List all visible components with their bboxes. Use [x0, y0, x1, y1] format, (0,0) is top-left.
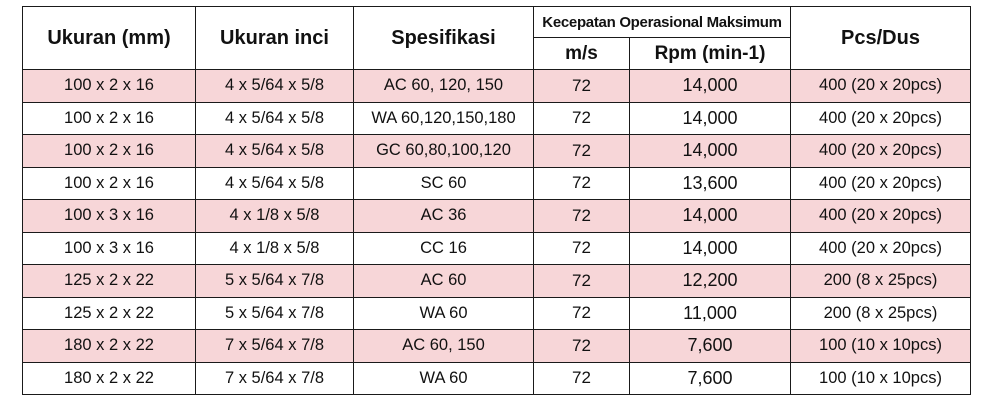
table-row: 125 x 2 x 22 5 x 5/64 x 7/8 WA 60 72 11,000 2… [22, 296, 971, 330]
cell-ms: 72 [533, 69, 630, 103]
cell-size-inch: 4 x 5/64 x 5/8 [195, 166, 354, 200]
cell-pcs-per-box: 400 (20 x 20pcs) [790, 134, 971, 168]
table-body: 100 x 2 x 16 4 x 5/64 x 5/8 AC 60, 120, 15… [22, 69, 971, 395]
cell-pcs-per-box: 200 (8 x 25pcs) [790, 296, 971, 330]
cell-ms: 72 [533, 166, 630, 200]
cell-pcs-per-box: 100 (10 x 10pcs) [790, 361, 971, 395]
cell-pcs-per-box: 200 (8 x 25pcs) [790, 264, 971, 298]
header-max-operating-speed: Kecepatan Operasional Maksimum [533, 6, 791, 38]
header-size-mm: Ukuran (mm) [22, 6, 196, 70]
cell-size-inch: 4 x 5/64 x 5/8 [195, 101, 354, 135]
cell-size-inch: 7 x 5/64 x 7/8 [195, 361, 354, 395]
header-specification: Spesifikasi [353, 6, 534, 70]
cell-rpm: 14,000 [629, 69, 791, 103]
header-size-inch: Ukuran inci [195, 6, 354, 70]
cell-specification: AC 60 [353, 264, 534, 298]
cell-rpm: 14,000 [629, 199, 791, 233]
cell-specification: WA 60,120,150,180 [353, 101, 534, 135]
cell-ms: 72 [533, 296, 630, 330]
cell-specification: WA 60 [353, 296, 534, 330]
cell-pcs-per-box: 400 (20 x 20pcs) [790, 166, 971, 200]
cell-size-mm: 180 x 2 x 22 [22, 329, 196, 363]
table-row: 100 x 3 x 16 4 x 1/8 x 5/8 AC 36 72 14,000 40… [22, 199, 971, 233]
table-row: 180 x 2 x 22 7 x 5/64 x 7/8 AC 60, 150 72 7,… [22, 329, 971, 363]
cell-specification: AC 36 [353, 199, 534, 233]
cell-size-inch: 4 x 1/8 x 5/8 [195, 199, 354, 233]
cell-specification: GC 60,80,100,120 [353, 134, 534, 168]
cell-ms: 72 [533, 134, 630, 168]
header-row: Ukuran (mm) Ukuran inci Spesifikasi Kece… [22, 6, 971, 70]
cell-ms: 72 [533, 361, 630, 395]
table-row: 100 x 2 x 16 4 x 5/64 x 5/8 AC 60, 120, 15… [22, 69, 971, 103]
header-ms: m/s [533, 37, 630, 70]
cell-size-mm: 100 x 2 x 16 [22, 134, 196, 168]
table-row: 100 x 2 x 16 4 x 5/64 x 5/8 SC 60 72 13,600 4… [22, 166, 971, 200]
cell-specification: AC 60, 120, 150 [353, 69, 534, 103]
cell-size-mm: 125 x 2 x 22 [22, 296, 196, 330]
cell-ms: 72 [533, 101, 630, 135]
cell-size-inch: 4 x 5/64 x 5/8 [195, 69, 354, 103]
table-row: 100 x 2 x 16 4 x 5/64 x 5/8 GC 60,80,100,1… [22, 134, 971, 168]
table-row: 125 x 2 x 22 5 x 5/64 x 7/8 AC 60 72 12,200 2… [22, 264, 971, 298]
header-rpm: Rpm (min-1) [629, 37, 791, 70]
cell-specification: SC 60 [353, 166, 534, 200]
table-row: 100 x 3 x 16 4 x 1/8 x 5/8 CC 16 72 14,000 40… [22, 231, 971, 265]
cell-size-inch: 5 x 5/64 x 7/8 [195, 264, 354, 298]
cell-pcs-per-box: 400 (20 x 20pcs) [790, 101, 971, 135]
cell-size-inch: 4 x 1/8 x 5/8 [195, 231, 354, 265]
cell-rpm: 13,600 [629, 166, 791, 200]
cell-specification: AC 60, 150 [353, 329, 534, 363]
cell-size-mm: 180 x 2 x 22 [22, 361, 196, 395]
subheader-row: m/s Rpm (min-1) [23, 37, 971, 70]
cell-size-mm: 125 x 2 x 22 [22, 264, 196, 298]
cell-ms: 72 [533, 199, 630, 233]
cell-rpm: 14,000 [629, 101, 791, 135]
table-row: 100 x 2 x 16 4 x 5/64 x 5/8 WA 60,120,150,… [22, 101, 971, 135]
cell-rpm: 11,000 [629, 296, 791, 330]
cell-ms: 72 [533, 264, 630, 298]
cell-rpm: 14,000 [629, 134, 791, 168]
product-spec-table: Ukuran (mm) Ukuran inci Spesifikasi Kece… [22, 6, 971, 395]
cell-rpm: 7,600 [629, 329, 791, 363]
cell-pcs-per-box: 100 (10 x 10pcs) [790, 329, 971, 363]
cell-rpm: 7,600 [629, 361, 791, 395]
header-pcs-per-box: Pcs/Dus [790, 6, 971, 70]
cell-size-inch: 5 x 5/64 x 7/8 [195, 296, 354, 330]
cell-size-mm: 100 x 2 x 16 [22, 166, 196, 200]
cell-pcs-per-box: 400 (20 x 20pcs) [790, 69, 971, 103]
cell-size-mm: 100 x 3 x 16 [22, 199, 196, 233]
cell-pcs-per-box: 400 (20 x 20pcs) [790, 231, 971, 265]
cell-rpm: 12,200 [629, 264, 791, 298]
cell-ms: 72 [533, 231, 630, 265]
cell-size-mm: 100 x 3 x 16 [22, 231, 196, 265]
cell-specification: WA 60 [353, 361, 534, 395]
cell-size-mm: 100 x 2 x 16 [22, 69, 196, 103]
cell-ms: 72 [533, 329, 630, 363]
cell-size-inch: 4 x 5/64 x 5/8 [195, 134, 354, 168]
cell-size-mm: 100 x 2 x 16 [22, 101, 196, 135]
table-row: 180 x 2 x 22 7 x 5/64 x 7/8 WA 60 72 7,600 10… [22, 361, 971, 395]
cell-specification: CC 16 [353, 231, 534, 265]
cell-size-inch: 7 x 5/64 x 7/8 [195, 329, 354, 363]
cell-rpm: 14,000 [629, 231, 791, 265]
cell-pcs-per-box: 400 (20 x 20pcs) [790, 199, 971, 233]
